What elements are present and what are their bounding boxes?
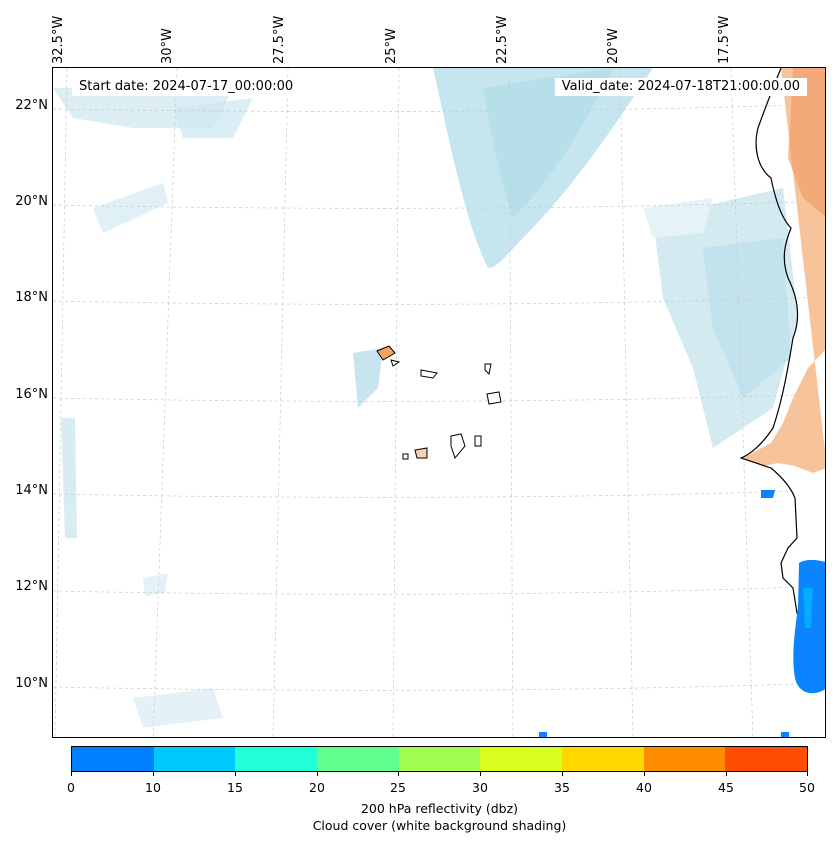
lon-label-text: 27.5°W [272,15,287,64]
colorbar-tick-label: 10 [145,780,161,795]
colorbar-segment [72,747,154,771]
reflectivity-colorbar [71,746,808,772]
graticule [53,68,825,737]
colorbar-segment [153,747,236,771]
lat-label-20n: 20°N [15,194,48,209]
colorbar-tick-label: 35 [554,780,570,795]
colorbar-title: 200 hPa reflectivity (dbz) [360,801,519,816]
lon-label-text: 17.5°W [717,15,732,64]
lon-label-text: 20°W [606,28,621,64]
colorbar-tick-label: 50 [799,780,815,795]
colorbar-tick-mark [398,772,399,776]
map-panel[interactable]: Start date: 2024-07-17_00:00:00 Valid_da… [52,67,826,738]
lon-label-22-5w: 22.5°W [495,0,520,66]
colorbar-tick-mark [480,772,481,776]
lon-label-30w: 30°W [160,0,185,66]
colorbar-segment [480,747,563,771]
colorbar-segment [235,747,318,771]
colorbar-tick-label: 25 [390,780,406,795]
lat-label-18n: 18°N [15,290,48,305]
lon-label-25w: 25°W [384,0,409,66]
lon-label-text: 25°W [384,28,399,64]
lon-label-text: 30°W [160,28,175,64]
lat-label-16n: 16°N [15,387,48,402]
colorbar-tick-label: 30 [472,780,488,795]
colorbar-tick-mark [317,772,318,776]
colorbar-tick-label: 40 [636,780,652,795]
lon-label-text: 22.5°W [495,15,510,64]
cape-verde-islands[interactable] [376,345,502,460]
colorbar-segment [643,747,726,771]
colorbar-tick-mark [644,772,645,776]
valid-date-label: Valid_date: 2024-07-18T21:00:00.00 [554,78,807,96]
cloud-cover-shading [53,68,798,728]
colorbar-subtitle: Cloud cover (white background shading) [312,818,567,833]
colorbar-tick-label: 45 [718,780,734,795]
reflectivity-cells[interactable] [539,490,826,738]
colorbar-tick-label: 0 [67,780,75,795]
colorbar-tick-mark [235,772,236,776]
colorbar-segment [317,747,399,771]
colorbar-segment [562,747,644,771]
lon-label-27-5w: 27.5°W [272,0,297,66]
colorbar-segment [398,747,481,771]
colorbar-segment [725,747,808,771]
colorbar-tick-mark [807,772,808,776]
map-canvas [53,68,826,738]
lat-label-10n: 10°N [15,676,48,691]
lat-label-22n: 22°N [15,98,48,113]
lon-label-32-5w: 32.5°W [51,0,76,66]
lat-label-14n: 14°N [15,483,48,498]
colorbar-tick-label: 20 [309,780,325,795]
colorbar-tick-mark [71,772,72,776]
colorbar-tick-label: 15 [227,780,243,795]
lat-label-12n: 12°N [15,579,48,594]
start-date-label: Start date: 2024-07-17_00:00:00 [72,78,301,96]
lon-label-text: 32.5°W [51,15,66,64]
lon-label-17-5w: 17.5°W [717,0,742,66]
colorbar-tick-mark [562,772,563,776]
lon-label-20w: 20°W [606,0,631,66]
colorbar-tick-mark [726,772,727,776]
colorbar-tick-mark [153,772,154,776]
